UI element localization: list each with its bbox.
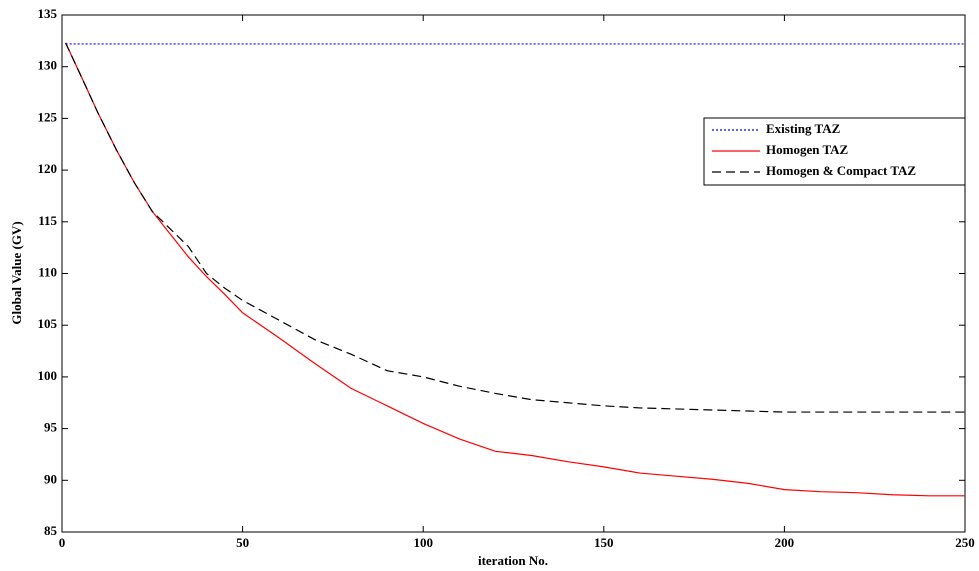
x-tick-label: 50 xyxy=(236,535,249,550)
x-axis-label: iteration No. xyxy=(478,553,548,568)
y-tick-label: 105 xyxy=(38,316,58,331)
y-tick-label: 100 xyxy=(38,368,58,383)
y-tick-label: 95 xyxy=(44,420,58,435)
y-tick-label: 130 xyxy=(38,58,58,73)
y-tick-label: 135 xyxy=(38,6,58,21)
legend-label: Homogen & Compact TAZ xyxy=(766,163,916,178)
x-tick-label: 0 xyxy=(59,535,66,550)
y-tick-label: 90 xyxy=(44,471,57,486)
y-axis-label: Global Value (GV) xyxy=(9,221,24,324)
x-tick-label: 250 xyxy=(955,535,975,550)
y-tick-label: 125 xyxy=(38,109,58,124)
legend-label: Homogen TAZ xyxy=(766,142,849,157)
series-line xyxy=(65,42,965,413)
x-tick-label: 150 xyxy=(594,535,614,550)
plot-frame xyxy=(61,14,966,533)
y-tick-label: 110 xyxy=(38,264,57,279)
y-tick-label: 120 xyxy=(38,161,58,176)
x-tick-label: 100 xyxy=(413,535,433,550)
y-tick-label: 115 xyxy=(38,213,57,228)
legend-label: Existing TAZ xyxy=(766,121,841,136)
x-tick-label: 200 xyxy=(775,535,795,550)
y-tick-label: 85 xyxy=(44,523,58,538)
